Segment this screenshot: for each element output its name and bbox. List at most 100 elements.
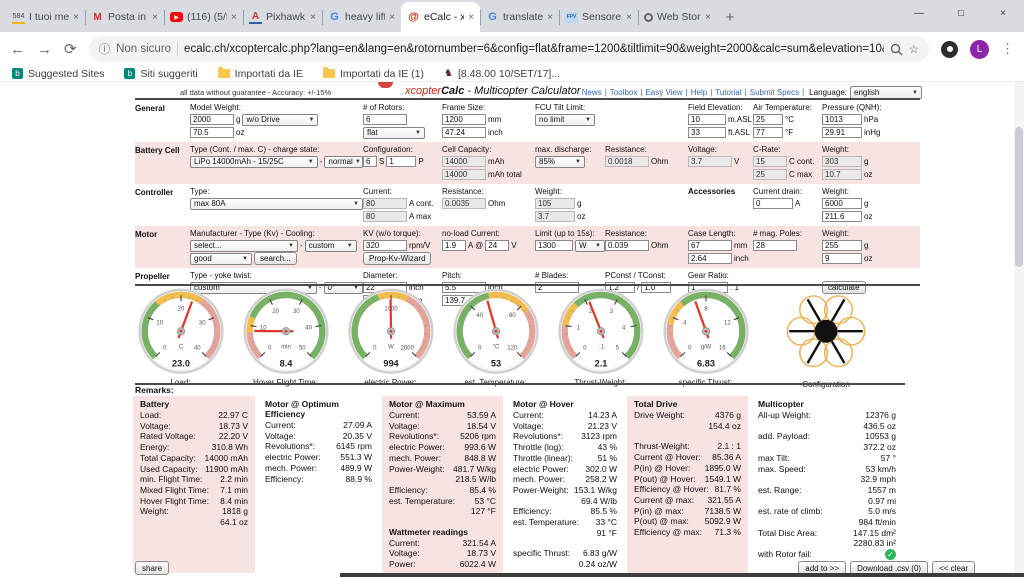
remark-label: Current: xyxy=(513,410,544,420)
url-text[interactable]: ecalc.ch/xcoptercalc.php?lang=en&lang=en… xyxy=(184,43,884,55)
header-link[interactable]: Easy View xyxy=(645,88,683,97)
header-link[interactable]: Toolbox xyxy=(609,88,638,97)
maximize-window-icon[interactable]: □ xyxy=(957,7,965,19)
field-select[interactable]: select... ▼ xyxy=(190,239,298,252)
field-input[interactable] xyxy=(753,198,793,209)
field-input[interactable] xyxy=(363,156,377,167)
field-select[interactable]: W ▼ xyxy=(575,239,605,252)
horizontal-scrollbar[interactable] xyxy=(340,573,1024,577)
header-link[interactable]: Help xyxy=(690,88,708,97)
field-input[interactable] xyxy=(386,156,417,167)
field-input[interactable] xyxy=(442,240,466,251)
header-link[interactable]: Submit Specs xyxy=(749,88,800,97)
remark-row: 436.5 oz xyxy=(758,421,896,432)
field-input[interactable] xyxy=(442,114,486,125)
zoom-page-icon[interactable] xyxy=(890,43,903,56)
tab-close-icon[interactable]: × xyxy=(310,11,316,23)
tab-close-icon[interactable]: × xyxy=(626,11,632,23)
profile-avatar[interactable]: L xyxy=(970,39,989,59)
reload-icon[interactable]: ⟳ xyxy=(64,41,77,58)
field-input[interactable] xyxy=(753,240,797,251)
share-button[interactable]: share xyxy=(135,561,170,575)
field-input[interactable] xyxy=(605,240,649,251)
vertical-scrollbar[interactable] xyxy=(1014,82,1024,573)
field-input[interactable] xyxy=(190,114,234,125)
browser-tab[interactable]: ▶ (116) (5/5) F × xyxy=(164,2,243,32)
tab-close-icon[interactable]: × xyxy=(547,11,553,23)
browser-tab[interactable]: @ eCalc - xcop× xyxy=(401,2,480,32)
field-input[interactable] xyxy=(190,127,234,138)
field-input[interactable] xyxy=(822,127,862,138)
forward-icon[interactable]: → xyxy=(37,40,52,58)
tab-close-icon[interactable]: × xyxy=(468,11,474,23)
field-input[interactable] xyxy=(535,282,579,293)
tab-close-icon[interactable]: × xyxy=(152,11,158,23)
tab-close-icon[interactable]: × xyxy=(389,11,395,23)
tab-title: heavy lift d xyxy=(345,11,386,23)
field-select[interactable]: 85% ▼ xyxy=(535,155,585,168)
remark-row: Revolutions*: 5206 rpm xyxy=(389,431,496,442)
remark-value: 53 km/h xyxy=(865,463,896,474)
field-input[interactable] xyxy=(822,211,862,222)
url-bar[interactable]: ⓘ Non sicuro ecalc.ch/xcoptercalc.php?la… xyxy=(88,36,929,62)
field-input[interactable] xyxy=(688,114,726,125)
field-input[interactable] xyxy=(641,282,672,293)
field-input[interactable] xyxy=(753,114,783,125)
header-link[interactable]: Tutorial xyxy=(715,88,742,97)
bookmark-star-icon[interactable]: ☆ xyxy=(908,44,919,56)
bookmark-item[interactable]: Importati da IE (1) xyxy=(322,67,424,80)
browser-menu-icon[interactable]: ⋮ xyxy=(1001,41,1014,56)
field-input[interactable] xyxy=(605,282,635,293)
browser-tab[interactable]: 584 I tuoi messa× xyxy=(6,2,85,32)
extension-icon[interactable] xyxy=(941,40,958,58)
new-tab-button[interactable]: + xyxy=(725,8,735,26)
field-input[interactable] xyxy=(363,240,407,251)
field-select[interactable]: custom ▼ xyxy=(304,239,357,252)
field-input[interactable] xyxy=(822,198,862,209)
field-input[interactable] xyxy=(688,253,732,264)
bookmark-item[interactable]: Importati da IE xyxy=(217,67,303,80)
close-window-icon[interactable]: × xyxy=(1000,7,1006,19)
remark-row: Power-Weight: 153.1 W/kg xyxy=(513,485,617,496)
browser-tab[interactable]: FPV Sensore Ha × xyxy=(559,2,638,32)
field-input[interactable] xyxy=(535,240,573,251)
bookmark-item[interactable]: ♞ [8.48.00 10/SET/17]... xyxy=(444,68,560,80)
info-icon[interactable]: ⓘ xyxy=(98,44,111,56)
minimize-window-icon[interactable]: — xyxy=(914,7,924,19)
configuration-display: Configuration xyxy=(766,288,886,389)
tab-close-icon[interactable]: × xyxy=(705,11,711,23)
bookmark-item[interactable]: b Suggested Sites xyxy=(12,68,104,80)
field-input[interactable] xyxy=(363,114,407,125)
field-unit: mAh xyxy=(488,157,505,166)
field-select[interactable]: LiPo 14000mAh - 15/25C ▼ xyxy=(190,155,318,168)
tab-close-icon[interactable]: × xyxy=(231,11,237,23)
field-select[interactable]: good ▼ xyxy=(190,252,252,265)
field-select[interactable]: max 80A ▼ xyxy=(190,197,363,210)
browser-tab[interactable]: Web Store × xyxy=(638,2,717,32)
field-select[interactable]: flat ▼ xyxy=(363,126,425,139)
field-input[interactable] xyxy=(485,240,510,251)
field-input[interactable] xyxy=(688,127,726,138)
field-input[interactable] xyxy=(688,240,732,251)
field-input[interactable] xyxy=(442,127,486,138)
field-input[interactable] xyxy=(753,127,783,138)
field-select[interactable]: w/o Drive ▼ xyxy=(242,113,319,126)
bookmark-label: [8.48.00 10/SET/17]... xyxy=(457,67,561,80)
field-button[interactable]: search... xyxy=(254,252,297,265)
tab-close-icon[interactable]: × xyxy=(73,11,79,23)
field-input[interactable] xyxy=(822,114,862,125)
field-input[interactable] xyxy=(442,282,486,293)
bookmark-item[interactable]: b Siti suggeriti xyxy=(124,68,198,80)
field-input[interactable] xyxy=(822,253,862,264)
field-select[interactable]: normal ▼ xyxy=(324,155,363,168)
back-icon[interactable]: ← xyxy=(10,40,25,58)
scrollbar-thumb[interactable] xyxy=(1015,127,1023,267)
field-select[interactable]: no limit ▼ xyxy=(535,113,595,126)
header-link[interactable]: News xyxy=(581,88,602,97)
browser-tab[interactable]: A Pixhawk po × xyxy=(243,2,322,32)
field-button[interactable]: Prop-Kv-Wizard xyxy=(363,252,432,265)
browser-tab[interactable]: M Posta in arr × xyxy=(85,2,164,32)
field-input[interactable] xyxy=(822,240,862,251)
